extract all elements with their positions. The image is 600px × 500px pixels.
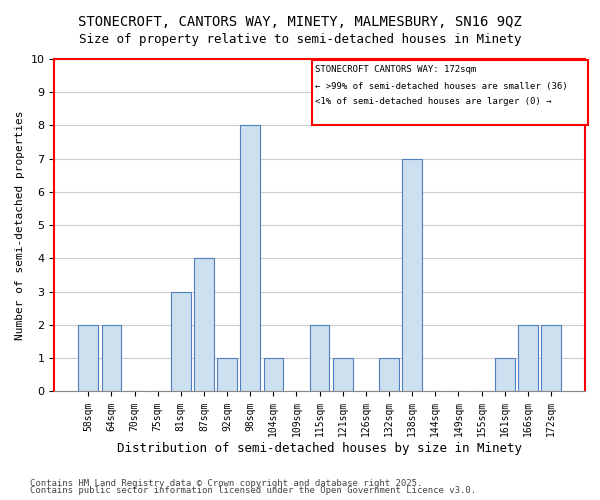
Text: ← >99% of semi-detached houses are smaller (36): ← >99% of semi-detached houses are small… — [315, 82, 568, 92]
Text: Contains public sector information licensed under the Open Government Licence v3: Contains public sector information licen… — [30, 486, 476, 495]
Bar — [541, 325, 561, 392]
Text: Size of property relative to semi-detached houses in Minety: Size of property relative to semi-detach… — [79, 32, 521, 46]
Y-axis label: Number of semi-detached properties: Number of semi-detached properties — [15, 110, 25, 340]
Bar — [171, 292, 191, 392]
Bar — [263, 358, 283, 392]
Text: STONECROFT CANTORS WAY: 172sqm: STONECROFT CANTORS WAY: 172sqm — [315, 65, 476, 74]
Text: Contains HM Land Registry data © Crown copyright and database right 2025.: Contains HM Land Registry data © Crown c… — [30, 478, 422, 488]
Bar — [79, 325, 98, 392]
Bar — [495, 358, 515, 392]
X-axis label: Distribution of semi-detached houses by size in Minety: Distribution of semi-detached houses by … — [117, 442, 522, 455]
Bar — [310, 325, 329, 392]
Text: <1% of semi-detached houses are larger (0) →: <1% of semi-detached houses are larger (… — [315, 98, 551, 106]
Bar — [241, 126, 260, 392]
Bar — [518, 325, 538, 392]
Bar — [333, 358, 353, 392]
Bar — [403, 158, 422, 392]
Bar — [101, 325, 121, 392]
Bar — [217, 358, 237, 392]
Bar — [379, 358, 399, 392]
Text: STONECROFT, CANTORS WAY, MINETY, MALMESBURY, SN16 9QZ: STONECROFT, CANTORS WAY, MINETY, MALMESB… — [78, 15, 522, 29]
Bar — [194, 258, 214, 392]
